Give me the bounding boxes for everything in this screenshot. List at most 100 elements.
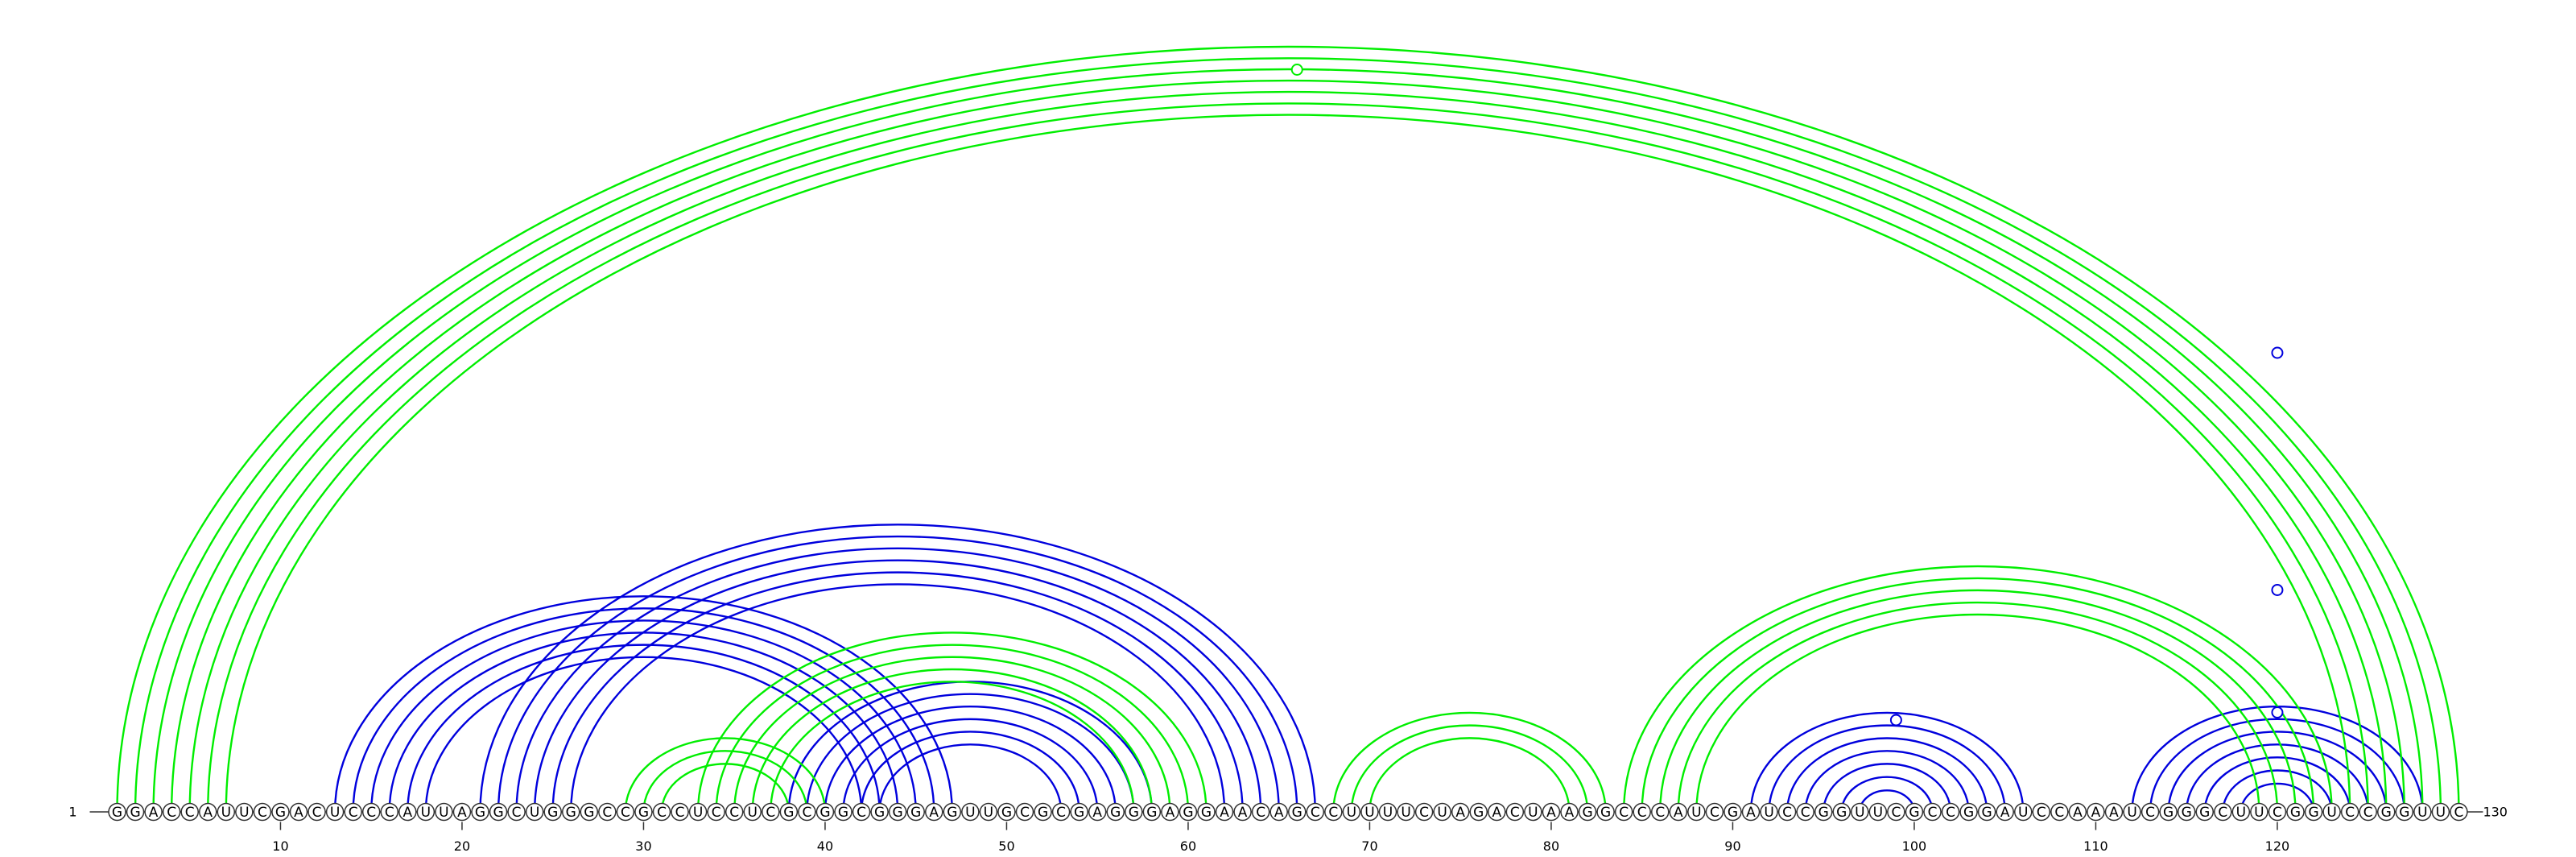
nucleotide-circle [598,802,617,822]
nucleotide-circle [852,802,871,822]
nucleotide-circle [1233,802,1252,822]
base-pair-arc-blue [2240,782,2315,813]
nucleotide-letter: U [1383,805,1393,821]
nucleotide-circle [798,802,816,822]
nucleotide-letter: G [2199,805,2210,821]
nucleotide-circle [1360,802,1379,822]
nucleotide-letter: G [1183,805,1193,821]
nucleotide-circle [1941,802,1960,822]
nucleotide-letter: G [493,805,503,821]
nucleotide-letter: C [729,805,739,821]
base-pair-arc-green [624,737,827,813]
nucleotide-letter: C [1619,805,1629,821]
tick-label: 40 [817,838,833,854]
nucleotide-letter: G [275,805,286,821]
nucleotide-circle [1070,802,1088,822]
nucleotide-letter: G [1146,805,1157,821]
base-pair-arc-green [207,101,2369,813]
base-pair-arc-blue [842,718,1099,813]
nucleotide-letter: G [2182,805,2192,821]
nucleotide-letter: U [330,805,340,821]
nucleotide-circle [1832,802,1851,822]
nucleotide-circle [1179,802,1198,822]
nucleotide-letter: C [1801,805,1810,821]
nucleotide-circle [2268,802,2287,822]
nucleotide-circle [1524,802,1542,822]
nucleotide-circle [1251,802,1270,822]
nucleotide-letter: C [712,805,721,821]
nucleotide-letter: A [2000,805,2010,821]
backbone: 1 130 [68,805,2508,820]
nucleotide-circle [943,802,962,822]
nucleotide-letter: C [1782,805,1792,821]
nucleotide-circle [1142,802,1162,822]
nucleotide-letter: U [530,805,539,821]
nucleotide-letter: C [2454,805,2464,821]
tick-label: 120 [2265,838,2290,854]
nucleotide-circle [1397,802,1415,822]
tick-label: 110 [2083,838,2108,854]
nucleotide-circle [2177,802,2196,822]
nucleotide-circle [271,802,290,822]
nucleotide-circle [2395,802,2414,822]
base-pair-arc-blue [333,595,953,813]
nucleotide-letter: C [1946,805,1955,821]
nucleotide-circle [1433,802,1451,822]
nucleotide-letter: C [258,805,267,821]
nucleotide-letter: U [693,805,703,821]
nucleotide-circle [1596,802,1615,822]
nucleotide-circle [1851,802,1869,822]
nucleotide-letter: C [2273,805,2282,821]
tick-label: 70 [1361,838,1377,854]
nucleotide-circle [361,802,381,822]
nucleotide-letter: A [1166,805,1175,821]
base-pair-arc-blue [2186,743,2369,813]
nucleotide-circle [652,802,671,822]
nucleotide-circle [2231,802,2251,822]
pair-marker [1889,714,1902,727]
nucleotide-letter: G [1201,805,1212,821]
nucleotide-circle [1651,802,1670,822]
nucleotide-circle [1887,802,1905,822]
nucleotide-circle [126,802,145,822]
tick-label: 10 [272,838,288,854]
nucleotide-circle [1741,802,1761,822]
nucleotide-circle [253,802,272,822]
nucleotide-letter: C [366,805,376,821]
nucleotide-letter: C [602,805,612,821]
nucleotide-circle [1760,802,1778,822]
nucleotide-circle [762,802,780,822]
nucleotide-letter: G [1582,805,1592,821]
nucleotide-letter: G [2381,805,2392,821]
nucleotide-circle [961,802,980,822]
base-pair-arc-green [642,750,808,813]
nucleotide-circle [162,802,181,822]
nucleotide-letter: A [1546,805,1556,821]
nucleotide-letter: C [1056,805,1066,821]
nucleotide-letter: G [1818,805,1829,821]
base-pair-arc-blue [352,607,935,813]
base-pair-arc-blue [551,571,1244,813]
nucleotide-letter: G [2290,805,2301,821]
nucleotide-letter: G [1963,805,1974,821]
nucleotide-circle [707,802,725,822]
nucleotide-letter: A [1674,805,1683,821]
nucleotide-circle [1777,802,1797,822]
nucleotide-letter: C [512,805,522,821]
nucleotide-letter: G [1600,805,1611,821]
nucleotide-letter: G [2308,805,2318,821]
nucleotide-letter: G [1909,805,1919,821]
nucleotide-circle [815,802,835,822]
nucleotide-circle [2214,802,2232,822]
nucleotide-letter: U [439,805,448,821]
base-pair-arcs [116,45,2460,813]
nucleotide-letter: C [2218,805,2227,821]
nucleotide-circle [108,802,126,822]
nucleotide-circle [2123,802,2141,822]
nucleotide-letter: U [1528,805,1538,821]
nucleotide-circle [870,802,889,822]
nucleotide-circle [1977,802,1996,822]
nucleotide-letter: U [221,805,231,821]
nucleotide-letter: C [2054,805,2064,821]
